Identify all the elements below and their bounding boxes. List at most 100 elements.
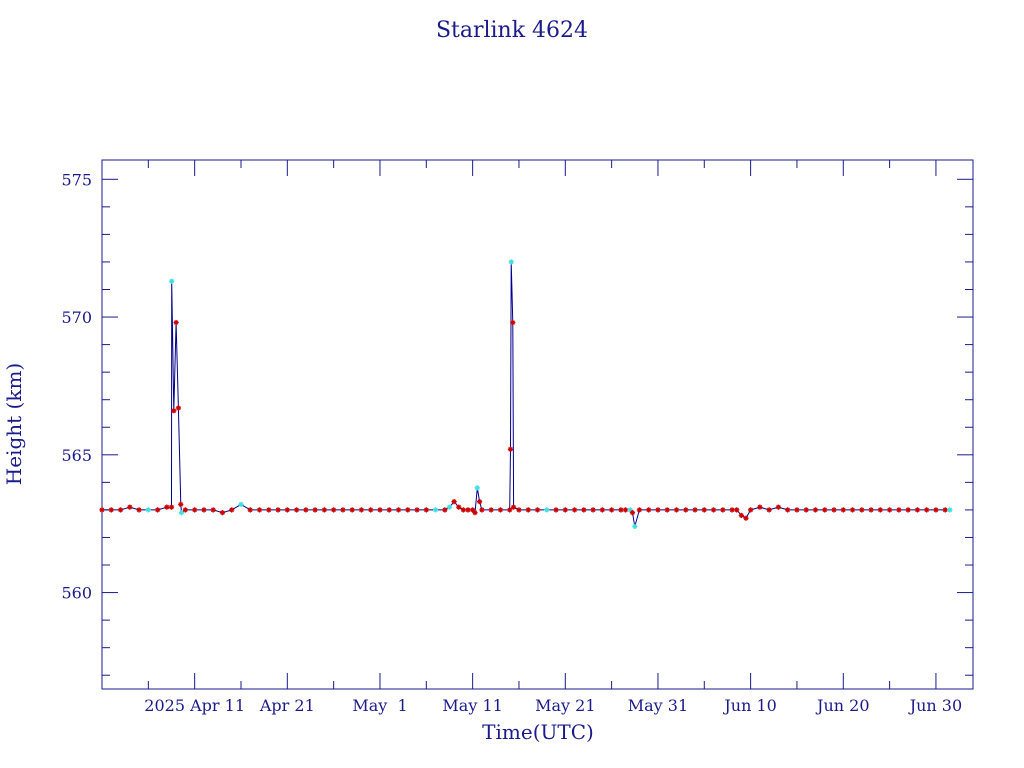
y-axis-label: Height (km)	[2, 363, 26, 485]
data-point	[456, 504, 462, 510]
data-point	[710, 507, 717, 513]
data-point	[210, 507, 216, 513]
data-point	[108, 507, 114, 513]
data-point-highlight	[632, 523, 638, 530]
series-points	[99, 259, 953, 530]
y-tick-label: 560	[61, 584, 92, 603]
data-point	[465, 507, 471, 513]
series-line	[102, 261, 950, 527]
data-point	[275, 507, 281, 513]
data-point	[136, 507, 142, 513]
data-point	[553, 507, 559, 513]
data-point	[173, 319, 179, 326]
data-point	[368, 507, 374, 513]
data-point	[266, 507, 272, 513]
data-point	[247, 507, 253, 513]
data-point	[812, 507, 819, 513]
data-point	[534, 507, 541, 513]
data-point	[775, 504, 782, 510]
data-point-highlight	[432, 507, 439, 513]
data-point	[358, 507, 365, 513]
data-point	[377, 507, 383, 513]
data-point	[219, 510, 226, 516]
data-point	[673, 507, 680, 513]
data-point	[692, 507, 698, 513]
data-point	[720, 507, 726, 513]
data-point-highlight	[446, 504, 453, 510]
data-point-highlight	[178, 510, 185, 516]
data-point	[840, 507, 846, 513]
data-point	[395, 507, 402, 513]
data-point	[734, 507, 740, 513]
data-point	[178, 501, 184, 508]
data-point	[154, 507, 161, 513]
data-point	[618, 507, 624, 513]
data-point	[803, 507, 809, 513]
data-point-highlight	[544, 507, 550, 513]
x-tick-label: 2025 Apr 11	[144, 696, 245, 715]
data-point	[859, 507, 865, 513]
data-point	[488, 507, 494, 513]
x-tick-label: Jun 30	[908, 696, 962, 715]
data-point-highlight	[508, 259, 514, 265]
x-axis-ticks: 2025 Apr 11 Apr 21 May 1 May 11 May 21 May 31…	[144, 160, 962, 715]
data-point	[571, 507, 578, 513]
data-point	[701, 507, 707, 513]
data-point	[472, 510, 478, 516]
data-point	[748, 507, 754, 513]
data-point	[622, 507, 629, 513]
data-point	[117, 507, 124, 513]
data-point	[476, 499, 483, 505]
x-tick-label: Apr 21	[259, 696, 315, 715]
data-point	[192, 507, 198, 513]
data-point	[887, 507, 893, 513]
data-point	[743, 515, 749, 521]
data-point	[914, 507, 921, 513]
data-point	[175, 405, 182, 411]
data-point	[785, 507, 791, 513]
y-tick-label: 575	[61, 170, 92, 189]
data-point	[201, 507, 207, 513]
data-point	[609, 507, 615, 513]
data-point	[168, 504, 175, 510]
y-tick-label: 565	[61, 446, 92, 465]
x-tick-label: May 11	[442, 696, 502, 715]
data-point	[479, 507, 485, 513]
series-polyline	[102, 261, 950, 527]
data-point	[507, 446, 514, 452]
data-point	[340, 507, 346, 513]
data-point	[312, 507, 318, 513]
data-point	[510, 504, 517, 510]
data-point	[405, 507, 411, 513]
data-point	[525, 507, 531, 513]
x-tick-label: May 21	[535, 696, 595, 715]
data-point	[562, 507, 568, 513]
data-point	[510, 319, 516, 326]
data-point	[646, 507, 652, 513]
data-point	[849, 507, 856, 513]
data-point	[349, 507, 355, 513]
data-point-highlight	[947, 507, 953, 513]
x-tick-label: Jun 10	[722, 696, 776, 715]
data-point	[171, 408, 177, 414]
data-point	[822, 507, 828, 513]
data-point	[924, 507, 930, 513]
data-point	[497, 507, 504, 513]
data-point	[321, 507, 327, 513]
x-tick-label: May 1	[352, 696, 407, 715]
data-point	[794, 507, 800, 513]
data-point	[99, 507, 105, 513]
plot-area-frame	[101, 159, 974, 690]
data-point	[164, 504, 170, 510]
data-point	[256, 507, 263, 513]
data-point	[766, 507, 772, 513]
data-point	[655, 507, 661, 513]
data-point	[229, 507, 235, 513]
data-point	[460, 507, 466, 513]
data-point	[423, 507, 429, 513]
data-point-highlight	[474, 485, 480, 491]
y-axis-ticks: 560 565 570 575	[61, 170, 973, 676]
data-point	[303, 507, 309, 513]
data-point	[942, 507, 948, 513]
